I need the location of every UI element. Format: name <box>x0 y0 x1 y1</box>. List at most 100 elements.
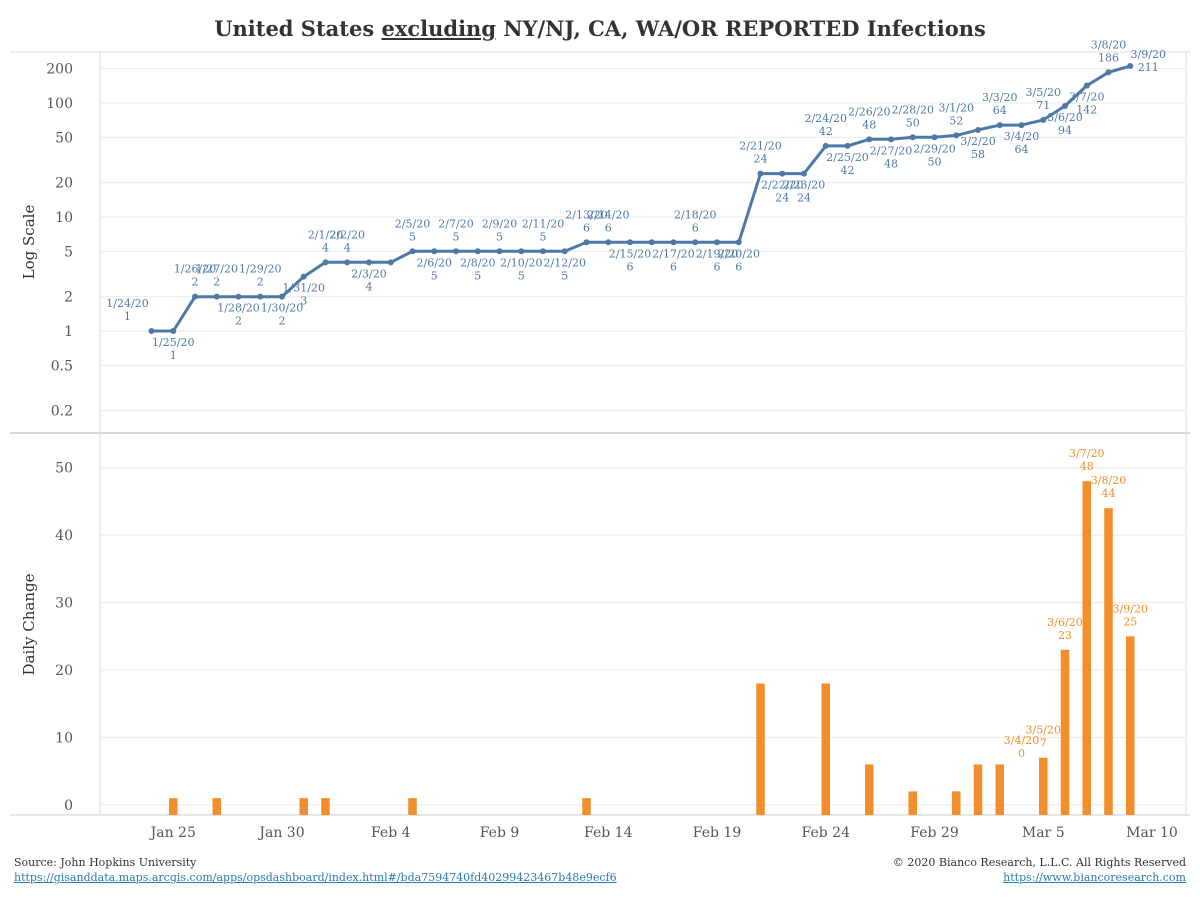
point-value-label: 64 <box>993 104 1007 117</box>
bottom-y-tick-label: 30 <box>55 596 73 612</box>
top-y-tick-label: 0.5 <box>51 358 73 374</box>
daily-change-bar <box>756 683 765 815</box>
point-value-label: 24 <box>797 192 811 205</box>
point-value-label: 58 <box>971 148 985 161</box>
top-y-tick-label: 10 <box>55 210 73 226</box>
x-tick-label: Jan 25 <box>149 825 196 841</box>
source-text: Source: John Hopkins University <box>14 856 197 869</box>
title-prefix: United States <box>214 16 382 41</box>
top-y-tick-label: 100 <box>46 96 73 112</box>
point-value-label: 186 <box>1098 51 1119 64</box>
daily-change-bar <box>952 791 961 815</box>
point-value-label: 6 <box>670 260 677 273</box>
bar-date-label: 3/7/20 <box>1069 447 1104 460</box>
daily-change-bar <box>1060 649 1070 815</box>
top-y-tick-label: 20 <box>55 176 73 192</box>
copyright-text: © 2020 Bianco Research, L.L.C. All Right… <box>892 856 1186 869</box>
cases-point <box>518 248 525 255</box>
daily-change-bar <box>1039 757 1048 815</box>
bottom-y-tick-label: 40 <box>55 528 73 544</box>
daily-change-bar <box>1104 508 1113 815</box>
point-date-label: 3/6/20 <box>1047 111 1082 124</box>
point-date-label: 2/20/20 <box>718 247 760 260</box>
cases-point <box>1083 82 1090 89</box>
source-link[interactable]: https://gisanddata.maps.arcgis.com/apps/… <box>14 871 617 884</box>
point-date-label: 1/29/20 <box>239 263 281 276</box>
title-emphasis: excluding <box>381 16 497 41</box>
bottom-y-tick-label: 20 <box>55 663 73 679</box>
website-link[interactable]: https://www.biancoresearch.com <box>1003 871 1186 884</box>
point-date-label: 2/23/20 <box>783 179 825 192</box>
point-date-label: 2/21/20 <box>739 140 781 153</box>
point-date-label: 2/14/20 <box>587 208 629 221</box>
cases-point <box>540 248 546 255</box>
point-date-label: 2/22/20 <box>761 179 803 192</box>
point-value-label: 5 <box>518 269 525 282</box>
cases-point <box>888 136 894 143</box>
bottom-y-tick-label: 10 <box>55 730 73 746</box>
top-y-tick-label: 2 <box>64 290 73 306</box>
cases-point <box>931 134 938 141</box>
cases-point <box>779 170 786 177</box>
bar-value-label: 48 <box>1080 460 1094 473</box>
cases-point <box>235 293 242 300</box>
chart-title: United States excluding NY/NJ, CA, WA/OR… <box>0 16 1200 41</box>
cases-point <box>1062 103 1068 110</box>
point-value-label: 50 <box>906 116 920 129</box>
bar-value-label: 23 <box>1058 629 1072 642</box>
point-value-label: 48 <box>884 157 898 170</box>
point-value-label: 2 <box>257 276 264 289</box>
cases-point <box>975 126 981 133</box>
cases-point <box>453 248 459 255</box>
point-value-label: 5 <box>409 230 416 243</box>
point-date-label: 1/24/20 <box>106 297 148 310</box>
top-y-tick-label: 50 <box>55 130 73 146</box>
x-tick-label: Mar 5 <box>1022 825 1065 841</box>
cases-point <box>279 293 285 300</box>
bar-value-label: 7 <box>1040 737 1047 750</box>
point-value-label: 5 <box>453 230 460 243</box>
point-value-label: 52 <box>949 114 963 127</box>
point-date-label: 2/18/20 <box>674 208 716 221</box>
point-date-label: 2/26/20 <box>848 105 890 118</box>
point-value-label: 4 <box>322 241 329 254</box>
point-value-label: 6 <box>714 260 721 273</box>
point-value-label: 5 <box>540 230 547 243</box>
point-date-label: 3/2/20 <box>960 135 995 148</box>
point-value-label: 6 <box>692 221 699 234</box>
point-date-label: 3/8/20 <box>1091 38 1126 51</box>
cases-point <box>344 259 351 266</box>
cases-point <box>714 239 720 246</box>
point-value-label: 50 <box>928 155 942 168</box>
point-value-label: 6 <box>605 221 612 234</box>
x-tick-label: Feb 14 <box>584 825 633 841</box>
top-y-axis-label: Log Scale <box>20 205 38 280</box>
point-value-label: 48 <box>862 118 876 131</box>
x-tick-label: Feb 4 <box>371 825 411 841</box>
bar-value-label: 25 <box>1123 615 1137 628</box>
x-tick-label: Feb 19 <box>693 825 741 841</box>
point-date-label: 3/1/20 <box>939 101 974 114</box>
top-y-tick-label: 0.2 <box>51 404 73 420</box>
point-date-label: 2/8/20 <box>460 256 495 269</box>
point-date-label: 3/3/20 <box>982 91 1017 104</box>
point-value-label: 42 <box>819 125 833 138</box>
daily-change-bar <box>973 764 983 815</box>
x-tick-label: Mar 10 <box>1126 825 1178 841</box>
cases-point <box>953 132 960 139</box>
point-value-label: 94 <box>1058 124 1072 137</box>
point-date-label: 2/17/20 <box>652 247 694 260</box>
cases-point <box>366 259 372 266</box>
point-value-label: 4 <box>344 241 351 254</box>
x-tick-label: Feb 29 <box>910 825 958 841</box>
cases-point <box>300 273 307 280</box>
cases-point <box>192 293 198 300</box>
point-date-label: 2/12/20 <box>544 256 586 269</box>
cases-point <box>670 239 677 246</box>
bar-date-label: 3/5/20 <box>1026 724 1061 737</box>
point-date-label: 3/4/20 <box>1004 130 1039 143</box>
x-tick-label: Feb 24 <box>802 825 851 841</box>
point-date-label: 3/9/20 <box>1131 48 1166 61</box>
point-value-label: 5 <box>431 269 438 282</box>
